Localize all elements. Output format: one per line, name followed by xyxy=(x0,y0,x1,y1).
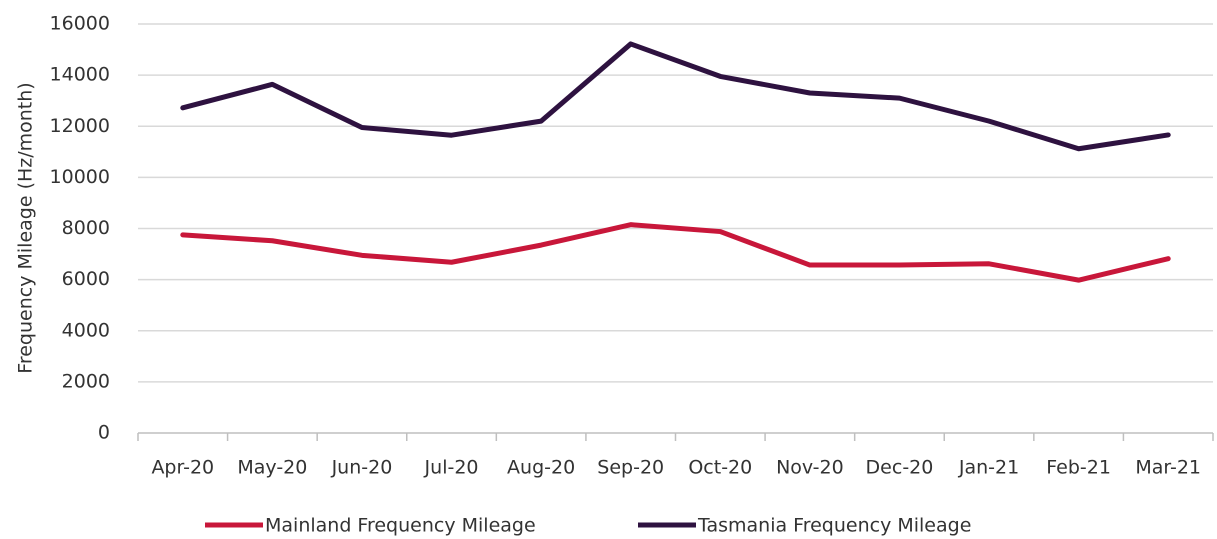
x-tick-label: Mar-21 xyxy=(1135,457,1201,479)
x-tick-label: Jul-20 xyxy=(424,457,479,479)
legend-label: Mainland Frequency Mileage xyxy=(265,515,536,537)
y-tick-label: 16000 xyxy=(50,13,110,35)
y-tick-label: 4000 xyxy=(62,319,110,341)
x-tick-label: Apr-20 xyxy=(151,457,214,479)
x-tick-label: Feb-21 xyxy=(1046,457,1111,479)
y-axis-title: Frequency Mileage (Hz/month) xyxy=(15,82,37,373)
y-tick-label: 2000 xyxy=(62,370,110,392)
x-tick-label: Dec-20 xyxy=(866,457,934,479)
y-tick-label: 10000 xyxy=(50,166,110,188)
x-tick-label: Aug-20 xyxy=(507,457,575,479)
x-tick-label: Jan-21 xyxy=(958,457,1019,479)
y-tick-label: 12000 xyxy=(50,115,110,137)
y-tick-label: 6000 xyxy=(62,268,110,290)
x-tick-label: Nov-20 xyxy=(776,457,844,479)
x-tick-label: Sep-20 xyxy=(597,457,664,479)
x-tick-label: May-20 xyxy=(237,457,307,479)
series-line xyxy=(180,41,1171,152)
y-tick-label: 8000 xyxy=(62,217,110,239)
x-tick-label: Jun-20 xyxy=(331,457,393,479)
y-tick-label: 0 xyxy=(98,422,110,444)
series-line xyxy=(180,222,1171,283)
legend-label: Tasmania Frequency Mileage xyxy=(697,515,971,537)
y-tick-label: 14000 xyxy=(50,64,110,86)
x-tick-label: Oct-20 xyxy=(688,457,752,479)
